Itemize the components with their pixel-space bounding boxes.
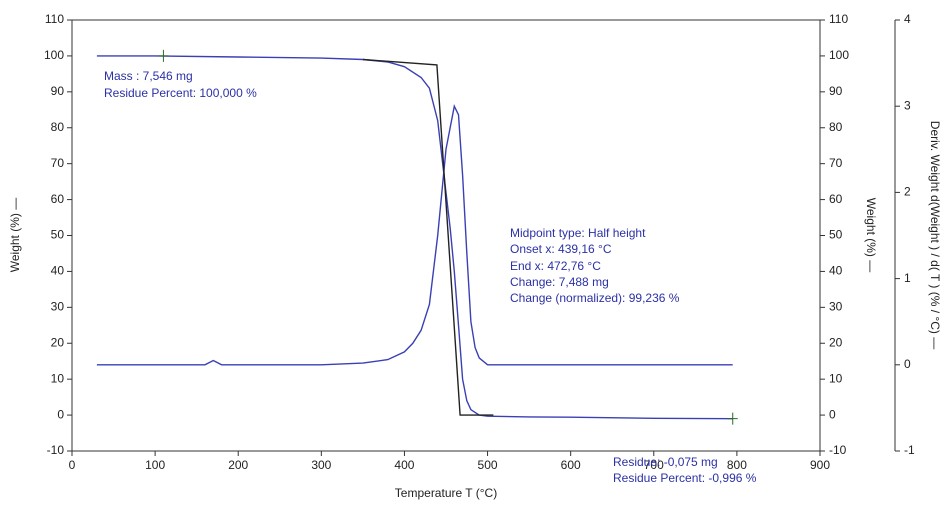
y-tick-label: 100 <box>44 48 64 62</box>
annotation: Residue: -0,075 mg <box>613 455 718 469</box>
y-tick-label: 70 <box>51 156 65 170</box>
y2-tick-label: 110 <box>829 12 848 26</box>
x-tick-label: 600 <box>561 458 581 472</box>
y-tick-label: 0 <box>57 407 64 421</box>
y2-tick-label: 0 <box>829 407 836 421</box>
y2-tick-label: 30 <box>829 300 843 314</box>
y3-axis-label: Deriv. Weight d(Weight ) / d( T ) (% / °… <box>928 121 942 349</box>
y-tick-label: 30 <box>51 300 65 314</box>
y2-tick-label: 20 <box>829 335 843 349</box>
series-line <box>362 58 494 416</box>
annotation: End x: 472,76 °C <box>510 259 601 273</box>
y3-tick-label: 3 <box>904 98 911 112</box>
y-tick-label: 110 <box>45 12 64 26</box>
annotation: Onset x: 439,16 °C <box>510 242 612 256</box>
y3-tick-label: 0 <box>904 357 911 371</box>
annotation: Midpoint type: Half height <box>510 226 646 240</box>
x-tick-label: 100 <box>145 458 165 472</box>
y-axis-label: Weight (%) — <box>8 198 22 272</box>
y-tick-label: 90 <box>51 84 65 98</box>
annotation: Residue Percent: 100,000 % <box>104 86 257 100</box>
y-tick-label: 20 <box>51 335 65 349</box>
x-tick-label: 900 <box>810 458 830 472</box>
y-tick-label: 10 <box>51 371 65 385</box>
annotation: Mass : 7,546 mg <box>104 69 193 83</box>
y2-tick-label: 80 <box>829 120 843 134</box>
y2-tick-label: 70 <box>829 156 843 170</box>
y-tick-label: 40 <box>51 264 65 278</box>
y2-tick-label: 50 <box>829 228 843 242</box>
y-tick-label: 50 <box>51 228 65 242</box>
y2-tick-label: 100 <box>829 48 849 62</box>
annotation: Change (normalized): 99,236 % <box>510 291 680 305</box>
series-line <box>96 104 733 366</box>
x-tick-label: 800 <box>727 458 747 472</box>
y-tick-label: 60 <box>51 192 65 206</box>
y3-tick-label: -1 <box>904 443 915 457</box>
y2-tick-label: 60 <box>829 192 843 206</box>
x-tick-label: 400 <box>394 458 414 472</box>
marker <box>158 49 169 62</box>
y3-tick-label: 2 <box>904 185 911 199</box>
y2-tick-label: 90 <box>829 84 843 98</box>
y2-tick-label: -10 <box>829 443 847 457</box>
annotation: Change: 7,488 mg <box>510 275 609 289</box>
x-axis-label: Temperature T (°C) <box>395 486 497 500</box>
x-tick-label: 700 <box>644 458 664 472</box>
x-tick-label: 300 <box>311 458 331 472</box>
x-tick-label: 200 <box>228 458 248 472</box>
y3-tick-label: 4 <box>904 12 911 26</box>
x-tick-label: 500 <box>478 458 498 472</box>
marker <box>727 412 738 425</box>
annotation: Residue Percent: -0,996 % <box>613 471 757 485</box>
y3-tick-label: 1 <box>904 271 911 285</box>
y-tick-label: -10 <box>47 443 65 457</box>
y2-tick-label: 10 <box>829 371 843 385</box>
x-tick-label: 0 <box>69 458 76 472</box>
y2-tick-label: 40 <box>829 264 843 278</box>
y-tick-label: 80 <box>51 120 65 134</box>
series-line <box>96 55 733 420</box>
y2-axis-label: Weight (%) — <box>864 198 878 272</box>
plot-frame <box>71 19 821 452</box>
